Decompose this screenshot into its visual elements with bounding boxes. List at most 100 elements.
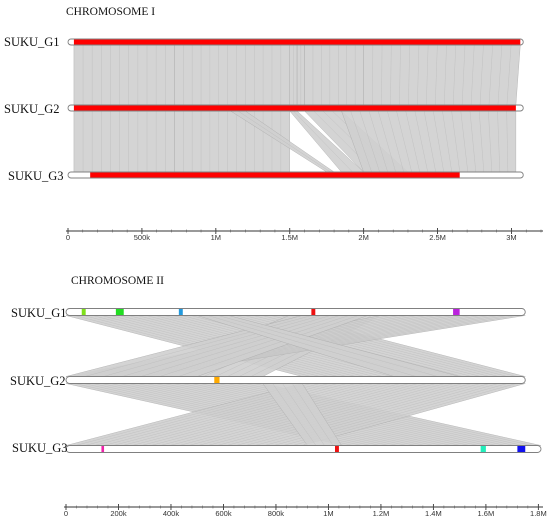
- genome-region: [101, 446, 105, 452]
- synteny-link: [254, 383, 481, 446]
- synteny-links: [65, 315, 542, 446]
- synteny-link: [453, 44, 456, 106]
- genome-region: [73, 105, 516, 111]
- tick-label: 1M: [211, 233, 221, 242]
- genome-bar: [65, 376, 526, 384]
- tick-label: 800k: [268, 509, 285, 518]
- synteny-link: [159, 315, 350, 377]
- synteny-link: [245, 383, 472, 446]
- genome-region: [311, 309, 316, 315]
- synteny-link: [207, 315, 416, 377]
- tick-label: 2.5M: [429, 233, 446, 242]
- synteny-link: [399, 44, 401, 106]
- synteny-link: [488, 44, 493, 106]
- synteny-link: [433, 110, 444, 173]
- synteny-block: [174, 110, 290, 173]
- tick-label: 400k: [163, 509, 180, 518]
- synteny-link: [272, 383, 317, 446]
- tick-label: 1M: [323, 509, 333, 518]
- tick-label: 1.4M: [425, 509, 442, 518]
- synteny-link: [451, 110, 460, 173]
- synteny-link: [150, 383, 383, 446]
- synteny-link: [479, 44, 484, 106]
- synteny-link: [160, 383, 392, 446]
- synteny-link: [217, 383, 445, 446]
- genome-region: [453, 309, 460, 315]
- synteny-link: [122, 383, 356, 446]
- synteny-link: [469, 110, 476, 173]
- synteny-link: [426, 44, 429, 106]
- tick-label: 2M: [358, 233, 368, 242]
- genome-label-g1: SUKU_G1: [11, 306, 67, 320]
- synteny-link: [408, 44, 410, 106]
- genome-tracks: [67, 38, 524, 179]
- synteny-link: [132, 383, 365, 446]
- synteny-block: [304, 44, 364, 106]
- genome-region: [517, 446, 526, 452]
- synteny-link: [368, 110, 388, 173]
- synteny-link: [378, 110, 396, 173]
- panel-chromosome-1: CHROMOSOME I SUKU_G1 SUKU_G2 SUKU_G3 0 50…: [4, 6, 543, 242]
- synteny-link: [488, 110, 493, 173]
- genome-label-g3: SUKU_G3: [12, 441, 68, 455]
- synteny-link: [178, 315, 359, 377]
- synteny-link: [381, 44, 383, 106]
- tick-label: 500k: [134, 233, 151, 242]
- genome-region: [81, 309, 86, 315]
- synteny-link: [460, 110, 468, 173]
- synteny-block: [73, 110, 175, 173]
- synteny-block: [73, 44, 175, 106]
- genome-region: [178, 309, 183, 315]
- synteny-link: [497, 44, 503, 106]
- genome-region: [90, 172, 460, 178]
- genome-label-g1: SUKU_G1: [4, 35, 60, 49]
- synteny-block: [363, 44, 521, 106]
- tick-label: 1.5M: [281, 233, 298, 242]
- synteny-link: [218, 315, 438, 377]
- synteny-link: [359, 110, 380, 173]
- genome-tracks: [65, 308, 542, 453]
- synteny-link: [470, 44, 475, 106]
- synteny-block: [174, 44, 290, 106]
- synteny-link: [237, 110, 331, 173]
- tick-label: 1.8M: [530, 509, 547, 518]
- synteny-link: [506, 44, 512, 106]
- synteny-link: [405, 110, 420, 173]
- panel-title: CHROMOSOME II: [71, 275, 164, 287]
- scale-axis: 0 500k 1M 1.5M 2M 2.5M 3M: [66, 228, 543, 242]
- scale-axis: 0 200k 400k 600k 800k 1M 1.2M 1.4M 1.6M 1.8M: [64, 504, 547, 518]
- genome-bar: [65, 445, 542, 453]
- synteny-link: [236, 383, 463, 446]
- synteny-link: [226, 383, 454, 446]
- tick-label: 0: [66, 233, 70, 242]
- synteny-link: [103, 315, 321, 377]
- synteny-link: [387, 110, 404, 173]
- genome-label-g2: SUKU_G2: [10, 374, 66, 388]
- synteny-link: [293, 110, 353, 173]
- synteny-link: [435, 44, 438, 106]
- synteny-link: [141, 383, 374, 446]
- genome-label-g2: SUKU_G2: [4, 102, 60, 116]
- tick-label: 1.6M: [478, 509, 495, 518]
- synteny-link: [292, 383, 334, 446]
- genome-region: [73, 39, 521, 45]
- synteny-link: [444, 44, 447, 106]
- synteny-link: [506, 110, 509, 173]
- synteny-link: [350, 110, 372, 173]
- synteny-link: [390, 44, 392, 106]
- synteny-link: [442, 110, 452, 173]
- genome-region: [480, 446, 486, 452]
- synteny-link: [84, 315, 312, 377]
- genome-region: [334, 446, 339, 452]
- synteny-link: [282, 383, 325, 446]
- panel-title: CHROMOSOME I: [66, 6, 155, 18]
- synteny-block: [341, 110, 517, 173]
- synteny-link: [122, 315, 331, 377]
- tick-label: 3M: [506, 233, 516, 242]
- tick-label: 200k: [110, 509, 127, 518]
- genome-label-g3: SUKU_G3: [8, 169, 64, 183]
- synteny-link: [140, 315, 340, 377]
- genome-region: [214, 377, 220, 383]
- tick-label: 600k: [215, 509, 232, 518]
